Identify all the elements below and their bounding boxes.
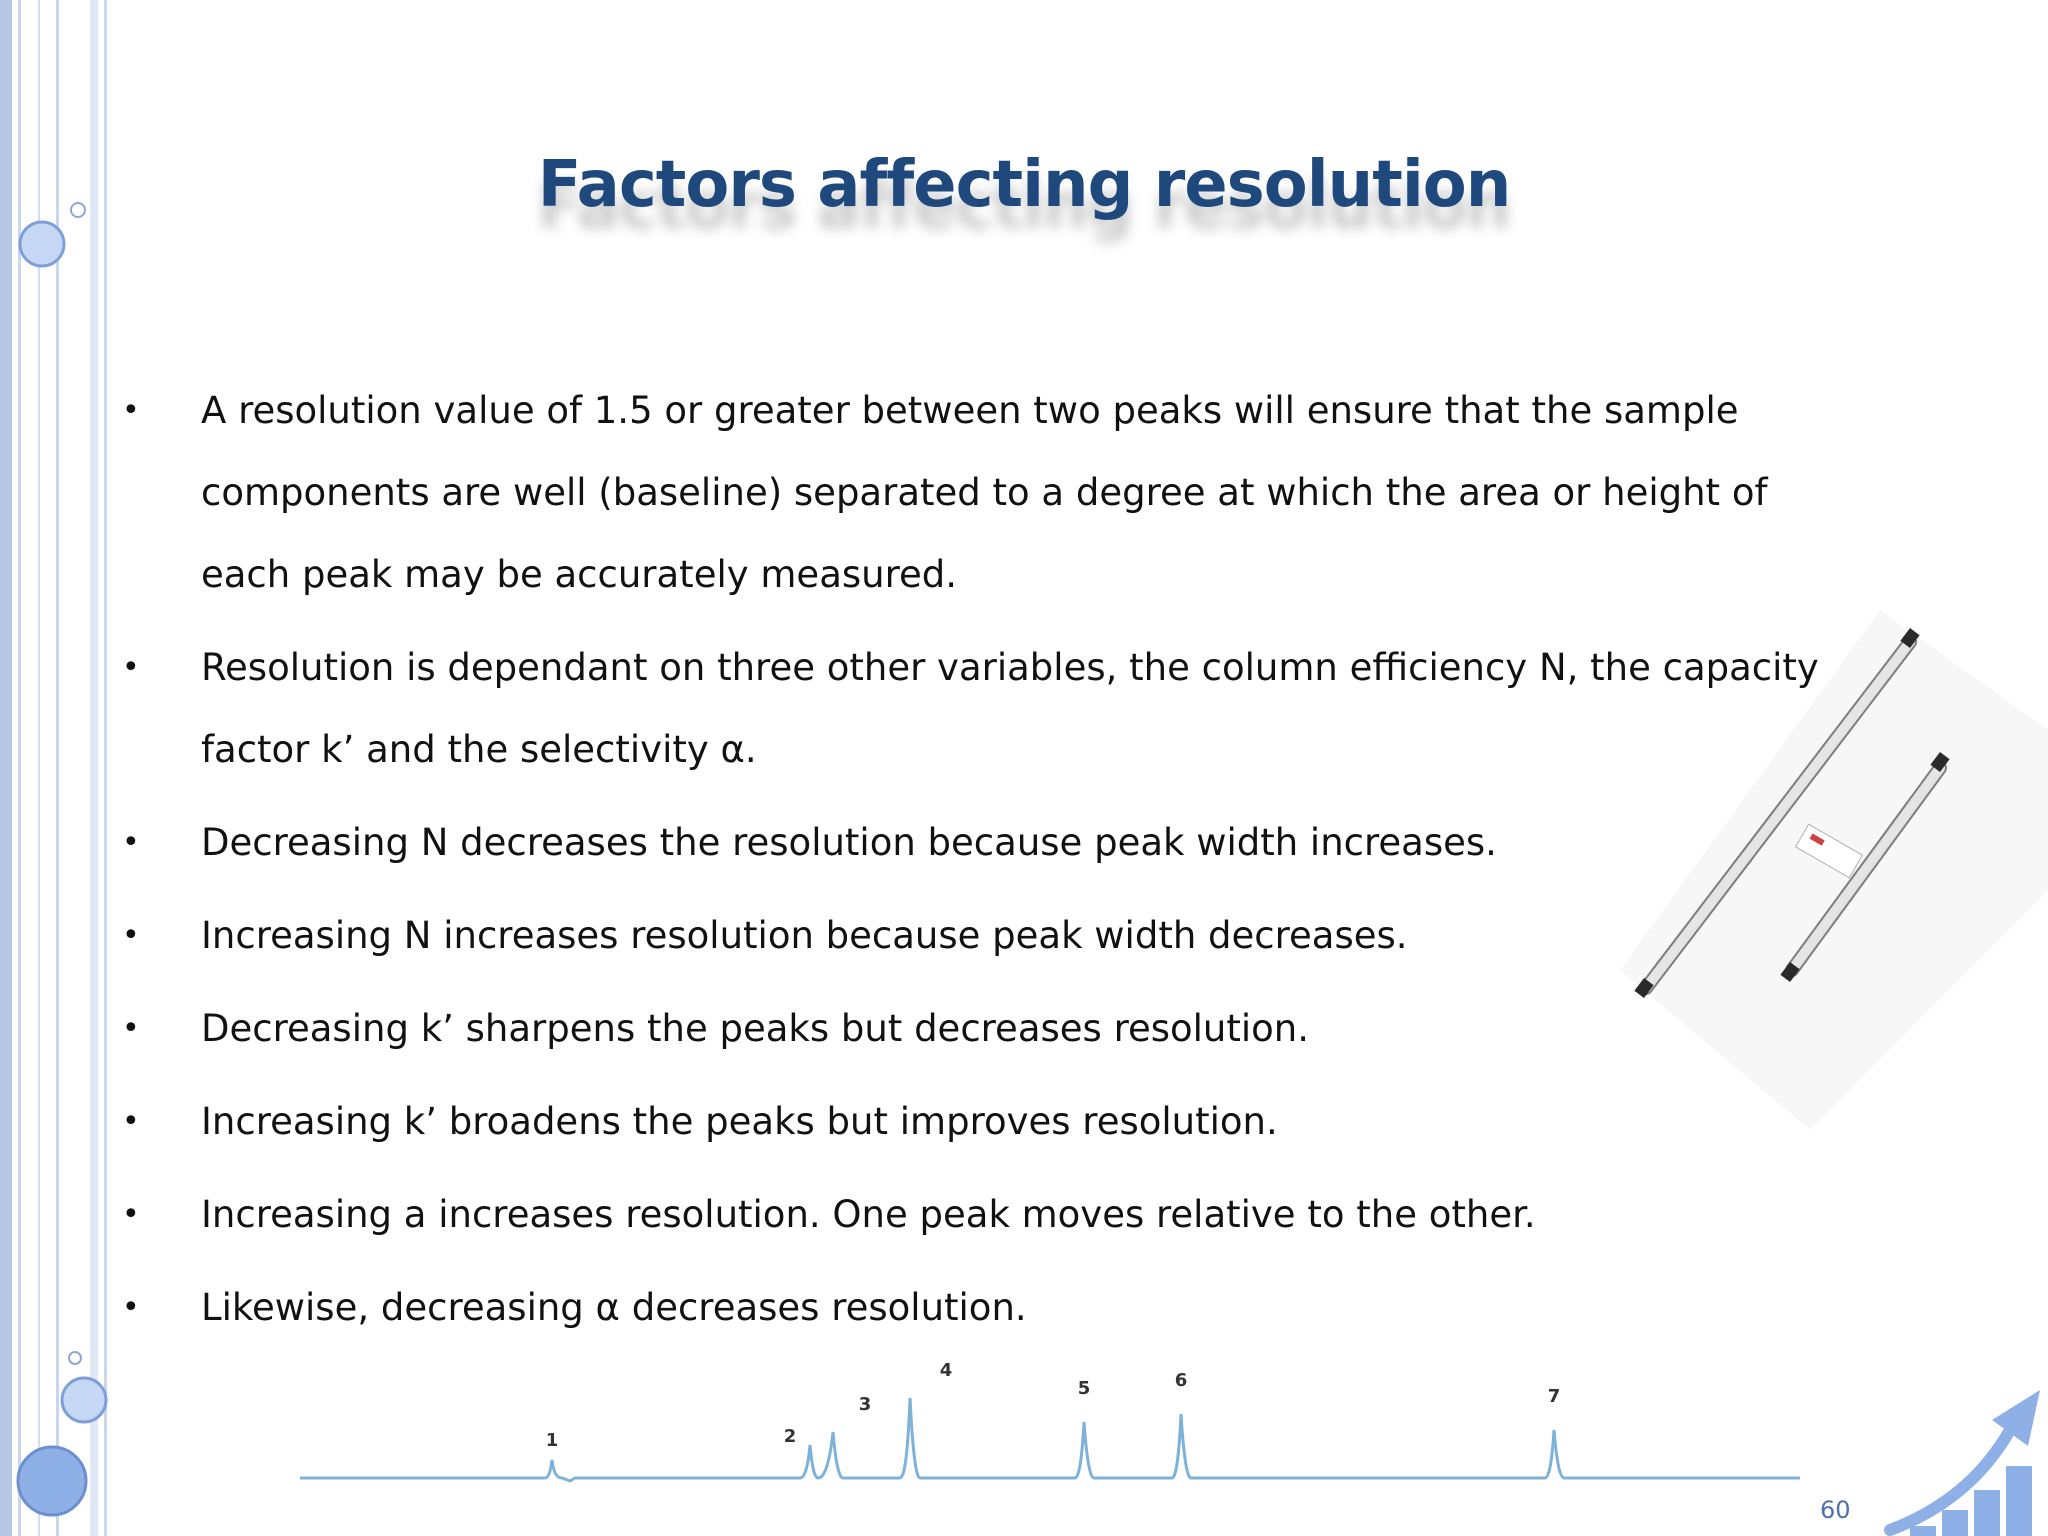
bullet-marker: • bbox=[122, 1290, 140, 1325]
decor-circle bbox=[70, 202, 86, 218]
peak-label: 2 bbox=[784, 1426, 797, 1447]
bullet-text: Increasing k’ broadens the peaks but imp… bbox=[201, 1100, 1278, 1143]
growth-chart-icon bbox=[1884, 1390, 2040, 1536]
bullet-item: • Likewise, decreasing α decreases resolu… bbox=[118, 1267, 1838, 1349]
bullet-item: • Increasing a increases resolution. One … bbox=[118, 1174, 1838, 1256]
bullet-item: • Decreasing k’ sharpens the peaks but de… bbox=[118, 988, 1838, 1070]
decor-circle bbox=[18, 220, 66, 268]
bullet-marker: • bbox=[122, 1104, 140, 1139]
peak-label: 3 bbox=[859, 1394, 872, 1415]
bullet-text: A resolution value of 1.5 or greater bet… bbox=[201, 389, 1768, 596]
bullet-text: Increasing a increases resolution. One p… bbox=[201, 1193, 1536, 1236]
chromatogram: 1 2 3 4 5 6 7 bbox=[300, 1360, 1800, 1483]
decor-circle bbox=[68, 1351, 82, 1365]
peak-label: 5 bbox=[1078, 1378, 1091, 1399]
bullet-text: Increasing N increases resolution becaus… bbox=[201, 914, 1408, 957]
bullet-marker: • bbox=[122, 393, 140, 428]
left-border-decoration bbox=[0, 0, 108, 1536]
bullet-item: • Decreasing N decreases the resolution b… bbox=[118, 802, 1838, 884]
bullet-text: Resolution is dependant on three other v… bbox=[201, 646, 1819, 771]
bullet-item: • Resolution is dependant on three other … bbox=[118, 627, 1838, 791]
bullet-text: Decreasing N decreases the resolution be… bbox=[201, 821, 1497, 864]
chromatogram-trace bbox=[300, 1397, 1800, 1483]
bullet-list: • A resolution value of 1.5 or greater be… bbox=[118, 370, 1838, 1360]
decor-circle bbox=[60, 1376, 108, 1424]
slide-title: Factors affecting resolution bbox=[537, 148, 1512, 222]
peak-label: 6 bbox=[1175, 1370, 1188, 1391]
bullet-marker: • bbox=[122, 825, 140, 860]
peak-label: 4 bbox=[940, 1360, 953, 1381]
page-number: 60 bbox=[1820, 1496, 1851, 1524]
hplc-columns-image bbox=[1620, 610, 2048, 1130]
bullet-marker: • bbox=[122, 1011, 140, 1046]
bullet-text: Decreasing k’ sharpens the peaks but dec… bbox=[201, 1007, 1310, 1050]
bullet-item: • Increasing k’ broadens the peaks but im… bbox=[118, 1081, 1838, 1163]
bullet-item: • Increasing N increases resolution becau… bbox=[118, 895, 1838, 977]
bullet-marker: • bbox=[122, 650, 140, 685]
bullet-text: Likewise, decreasing α decreases resolut… bbox=[201, 1286, 1027, 1329]
peak-label: 1 bbox=[546, 1430, 559, 1451]
peak-label: 7 bbox=[1548, 1386, 1561, 1407]
bullet-marker: • bbox=[122, 918, 140, 953]
bullet-item: • A resolution value of 1.5 or greater be… bbox=[118, 370, 1838, 616]
bullet-marker: • bbox=[122, 1197, 140, 1232]
decor-circle bbox=[16, 1445, 88, 1517]
